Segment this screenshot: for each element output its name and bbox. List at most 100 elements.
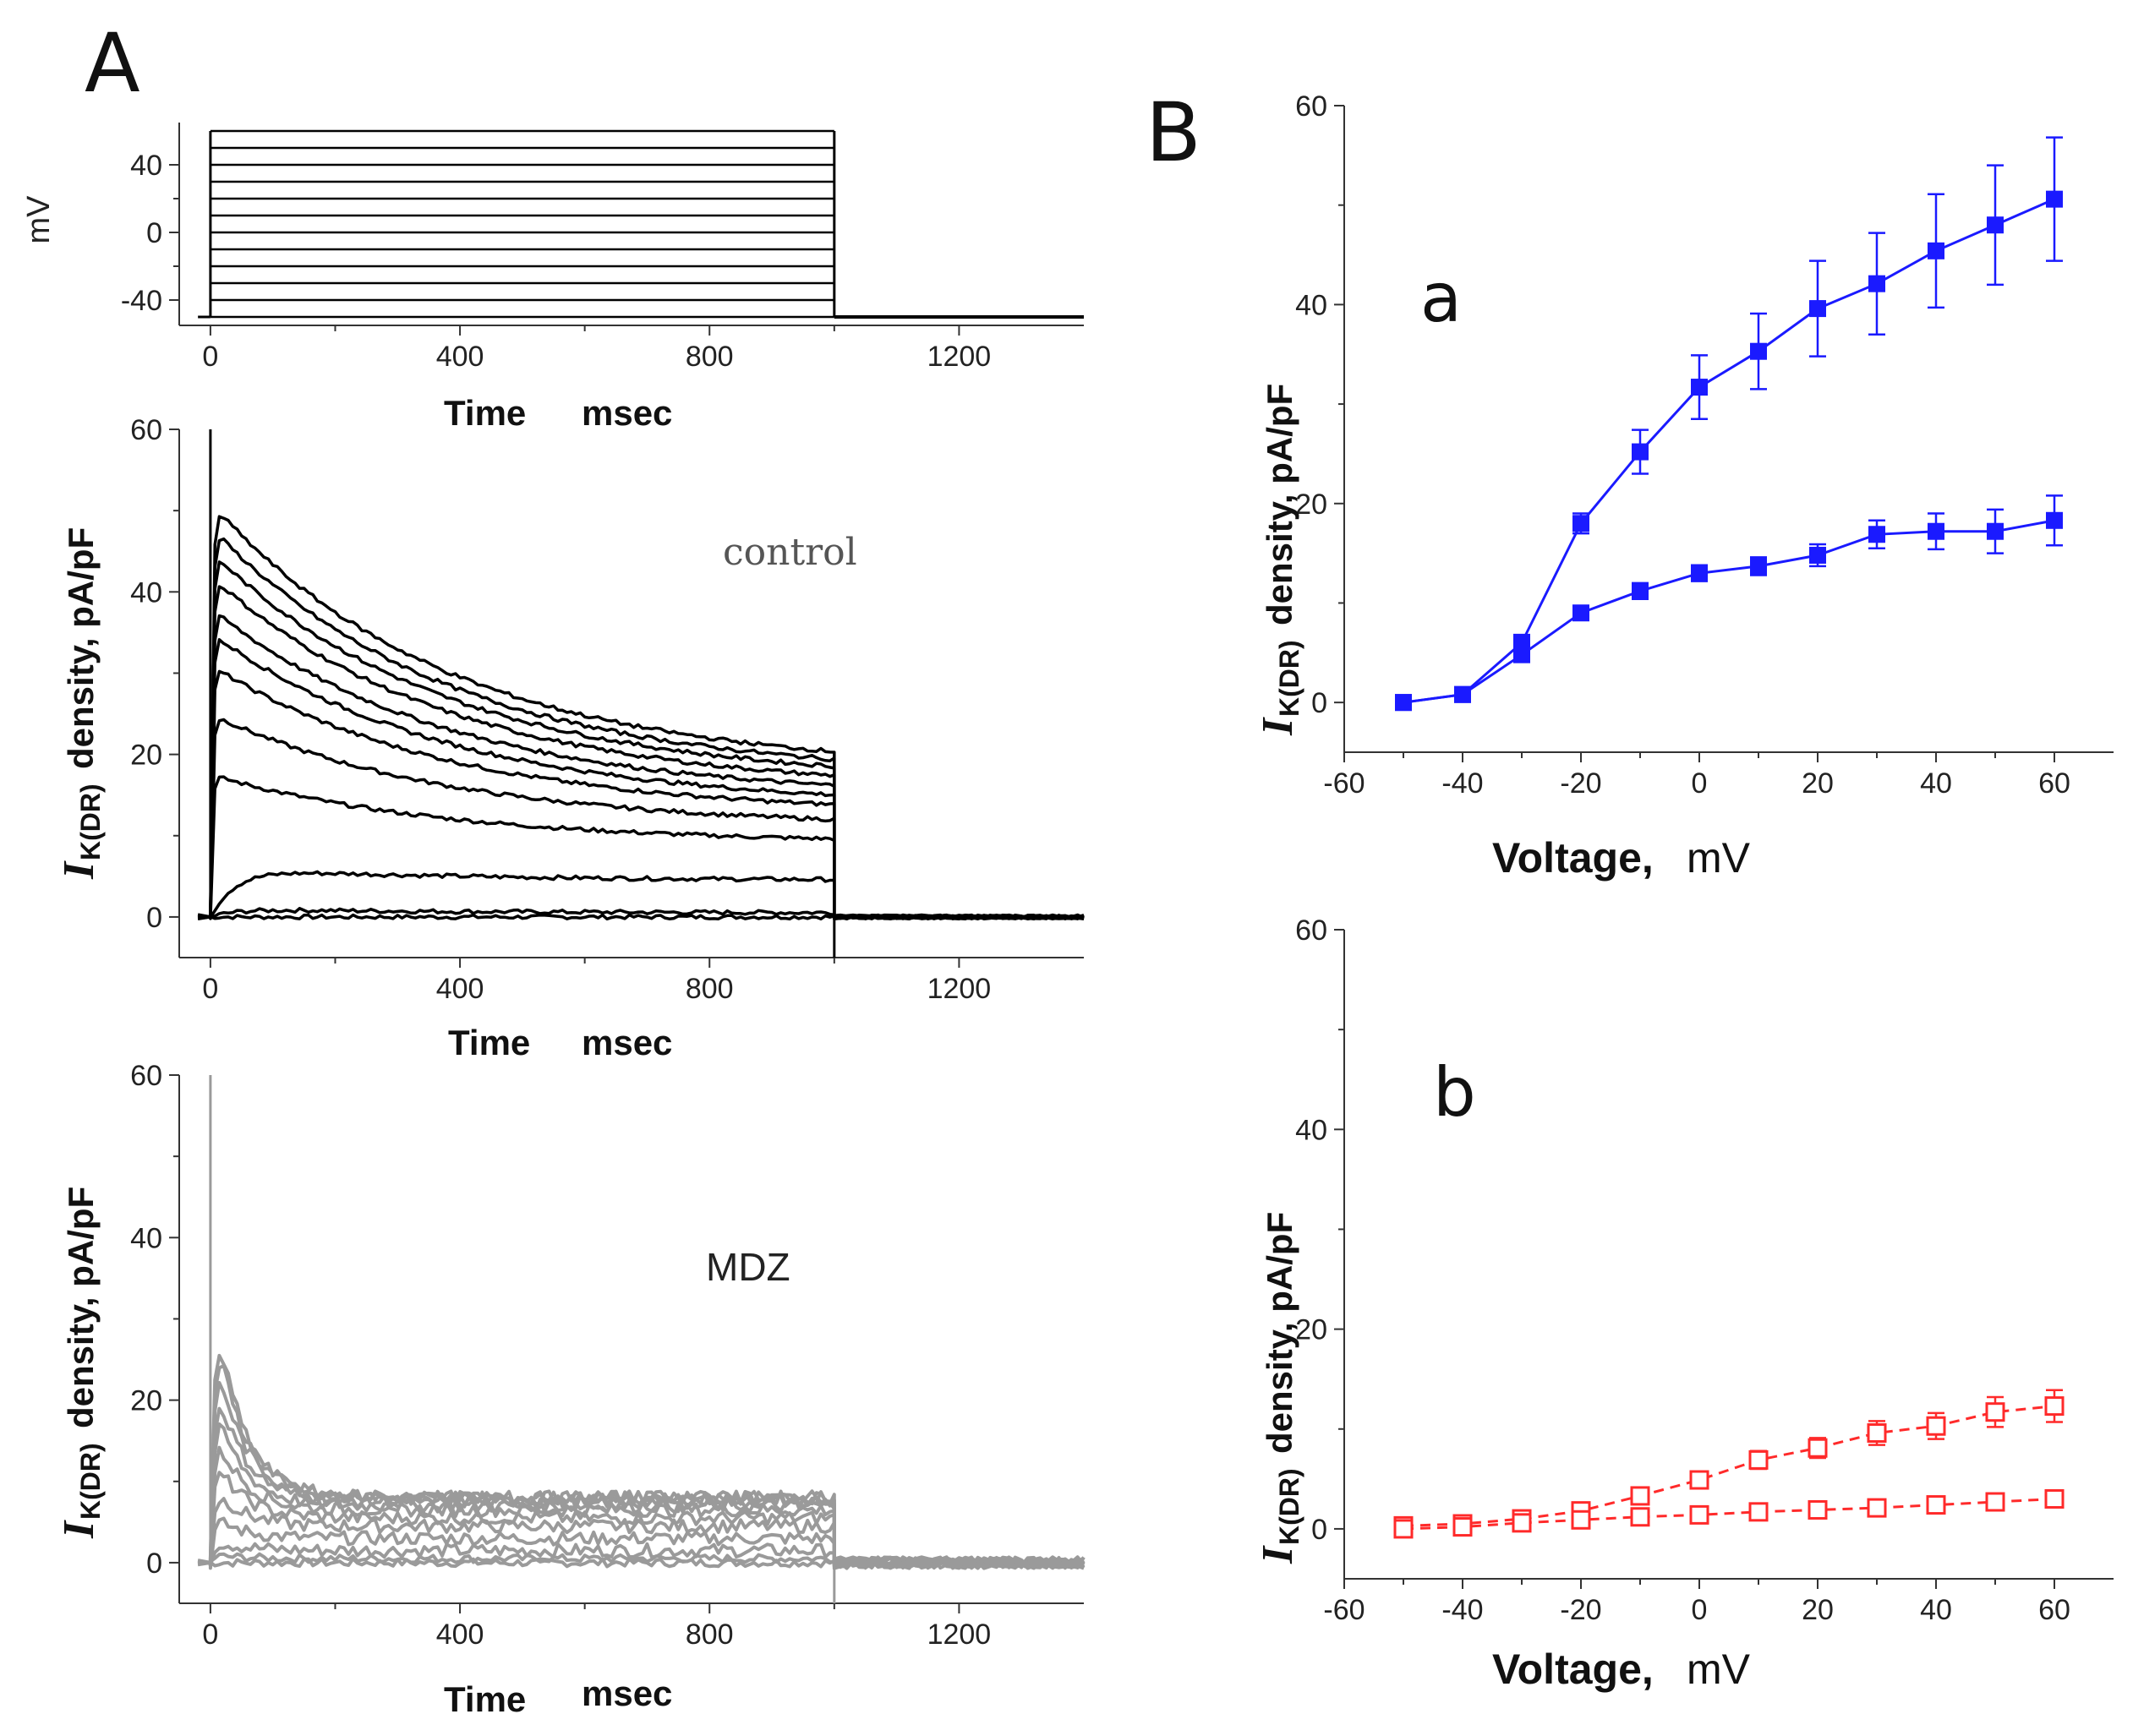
iv-a-series bbox=[1395, 136, 2063, 712]
mdz-ylabel: I K(DR) density, pA/pF bbox=[55, 1187, 106, 1539]
control-ylabel: I K(DR) density, pA/pF bbox=[55, 527, 106, 880]
data-point bbox=[1572, 604, 1589, 622]
mdz-ylabel-I: I bbox=[55, 1520, 103, 1539]
x-tick-label: 60 bbox=[2038, 767, 2070, 800]
mdz-ylabel-rest: density, pA/pF bbox=[61, 1187, 101, 1428]
x-tick-label: 0 bbox=[202, 1619, 218, 1651]
current-trace bbox=[197, 669, 1085, 920]
y-tick-label: 40 bbox=[130, 1222, 162, 1254]
data-point bbox=[2046, 511, 2063, 529]
protocol-steps bbox=[198, 129, 1084, 319]
current-trace bbox=[198, 1422, 1086, 1570]
control-traces bbox=[197, 429, 1085, 958]
iv-a-xlabel-mv: mV bbox=[1687, 834, 1751, 882]
x-tick-label: -40 bbox=[1441, 1594, 1483, 1626]
y-tick-label: 40 bbox=[130, 576, 162, 609]
data-point bbox=[2044, 1488, 2065, 1509]
data-point bbox=[1926, 1416, 1946, 1436]
control-ylabel-I: I bbox=[55, 860, 103, 880]
data-point bbox=[1985, 1402, 2005, 1422]
x-tick-label: 0 bbox=[1692, 767, 1708, 800]
y-tick-label: 60 bbox=[130, 1060, 162, 1092]
series-line-upper bbox=[1403, 1405, 2055, 1527]
x-tick-label: 1200 bbox=[927, 341, 992, 373]
control-xlabel-time: Time bbox=[448, 1023, 530, 1062]
panel-letter-A: A bbox=[85, 16, 140, 111]
y-tick-label: 60 bbox=[130, 414, 162, 446]
series-line-upper bbox=[1403, 198, 2055, 704]
mdz-xlabel-time: Time bbox=[444, 1679, 526, 1719]
protocol-axes: 0 400 800 1200 -40 0 40 bbox=[121, 123, 1084, 373]
data-point bbox=[1808, 1438, 1828, 1458]
data-point bbox=[1928, 242, 1944, 259]
x-tick-label: 40 bbox=[1920, 767, 1952, 800]
protocol-chart: 0 400 800 1200 -40 0 40 mV Time msec bbox=[21, 123, 1084, 433]
current-trace bbox=[198, 775, 1085, 921]
data-point bbox=[2046, 190, 2063, 208]
current-trace bbox=[197, 515, 1085, 920]
current-trace bbox=[197, 718, 1085, 921]
y-tick-label: 20 bbox=[1295, 1314, 1327, 1346]
x-tick-label: 40 bbox=[1920, 1594, 1952, 1626]
x-tick-label: 400 bbox=[436, 973, 484, 1005]
control-xlabel-msec: msec bbox=[582, 1023, 672, 1062]
data-point bbox=[1689, 1504, 1709, 1525]
data-point bbox=[1395, 694, 1412, 712]
x-tick-label: -60 bbox=[1323, 767, 1365, 800]
x-tick-label: -20 bbox=[1560, 1594, 1601, 1626]
x-tick-label: 800 bbox=[686, 341, 734, 373]
y-tick-label: 60 bbox=[1295, 90, 1327, 123]
y-tick-label: 0 bbox=[146, 1548, 162, 1580]
protocol-ylabel: mV bbox=[21, 195, 57, 244]
x-tick-label: -60 bbox=[1323, 1594, 1365, 1626]
data-point bbox=[1748, 1449, 1769, 1470]
x-tick-label: 0 bbox=[202, 973, 218, 1005]
data-point bbox=[1454, 685, 1471, 703]
y-tick-label: 0 bbox=[146, 217, 162, 249]
y-tick-label: 0 bbox=[146, 902, 162, 934]
x-tick-label: 20 bbox=[1802, 1594, 1834, 1626]
x-tick-label: 400 bbox=[436, 1619, 484, 1651]
iv-chart-a: -60 -40 -20 0 20 40 60 0 20 40 60 Voltage, mV I K(… bbox=[1254, 90, 2114, 882]
series-line-lower bbox=[1403, 1498, 2055, 1531]
x-tick-label: 1200 bbox=[927, 1619, 992, 1651]
iv-a-ylabel-sub: K(DR) bbox=[1274, 640, 1304, 717]
data-point bbox=[1868, 275, 1885, 292]
iv-a-ylabel-I: I bbox=[1254, 717, 1302, 736]
x-tick-label: 0 bbox=[1692, 1594, 1708, 1626]
x-tick-label: 400 bbox=[436, 341, 484, 373]
protocol-xlabel-msec: msec bbox=[582, 393, 672, 433]
iv-chart-b: -60 -40 -20 0 20 40 60 0 20 40 60 Voltage, mV I K(… bbox=[1254, 914, 2114, 1693]
iv-b-series bbox=[1393, 1389, 2065, 1539]
data-point bbox=[1808, 1499, 1828, 1520]
current-trace bbox=[197, 1381, 1086, 1570]
mdz-axes: 0 400 800 1200 0 20 40 60 bbox=[130, 1060, 1084, 1651]
panel-letter-a: a bbox=[1420, 259, 1462, 337]
protocol-xlabel-time: Time bbox=[444, 393, 526, 433]
y-tick-label: 40 bbox=[130, 150, 162, 182]
data-point bbox=[1748, 1502, 1769, 1522]
iv-a-xlabel-voltage: Voltage, bbox=[1492, 834, 1654, 882]
data-point bbox=[1926, 1495, 1946, 1515]
series-line-lower bbox=[1403, 519, 2055, 704]
data-point bbox=[1985, 1492, 2005, 1512]
x-tick-label: -20 bbox=[1560, 767, 1601, 800]
control-ylabel-sub: K(DR) bbox=[75, 783, 106, 860]
data-point bbox=[1513, 646, 1530, 663]
current-trace bbox=[197, 537, 1085, 921]
data-point bbox=[1689, 1470, 1709, 1490]
panel-letter-b: b bbox=[1433, 1053, 1476, 1132]
control-ylabel-rest: density, pA/pF bbox=[61, 527, 101, 769]
iv-a-axes: -60 -40 -20 0 20 40 60 0 20 40 60 bbox=[1295, 90, 2114, 800]
current-trace bbox=[197, 1363, 1086, 1570]
data-point bbox=[1987, 522, 2004, 540]
current-trace bbox=[197, 560, 1085, 921]
y-tick-label: 0 bbox=[1311, 687, 1327, 719]
iv-b-ylabel-rest: density, pA/pF bbox=[1260, 1212, 1299, 1454]
y-tick-label: 20 bbox=[130, 740, 162, 772]
y-tick-label: -40 bbox=[121, 285, 162, 317]
x-tick-label: 800 bbox=[686, 1619, 734, 1651]
iv-a-ylabel-rest: density, pA/pF bbox=[1260, 384, 1299, 625]
x-tick-label: -40 bbox=[1441, 767, 1483, 800]
